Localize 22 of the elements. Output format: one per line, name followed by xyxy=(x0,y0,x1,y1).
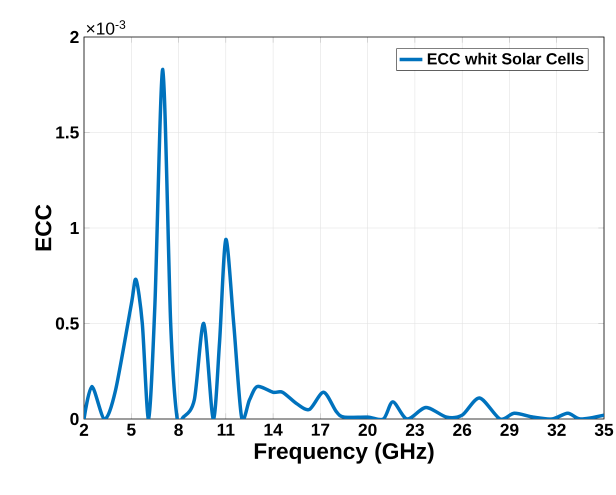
x-axis-title: Frequency (GHz) xyxy=(254,442,434,464)
x-tick-label: 14 xyxy=(264,424,283,436)
x-tick-label: 2 xyxy=(80,424,88,436)
x-tick-label: 32 xyxy=(547,424,566,436)
y-tick-label: 1 xyxy=(70,222,79,234)
y-axis-title: ECC xyxy=(35,204,52,250)
y-tick-label: 0.5 xyxy=(56,317,79,330)
x-tick-label: 8 xyxy=(174,424,183,436)
y-tick-label: 0 xyxy=(70,412,79,426)
x-tick-label: 20 xyxy=(358,424,377,436)
legend-label: ECC whit Solar Cells xyxy=(428,52,584,64)
x-tick-label: 26 xyxy=(453,424,472,436)
line-series xyxy=(84,68,604,419)
x-tick-label: 35 xyxy=(594,424,614,436)
x-tick-label: 29 xyxy=(500,424,518,436)
x-tick-label: 17 xyxy=(312,424,330,436)
x-tick-label: 23 xyxy=(406,424,424,436)
y-tick-label: 1.5 xyxy=(56,126,79,139)
text: ×10$^{-3}$ xyxy=(86,20,126,35)
x-tick-label: 5 xyxy=(127,424,136,436)
y-tick-label: 2 xyxy=(70,30,79,44)
x-tick-label: 11 xyxy=(218,424,235,436)
